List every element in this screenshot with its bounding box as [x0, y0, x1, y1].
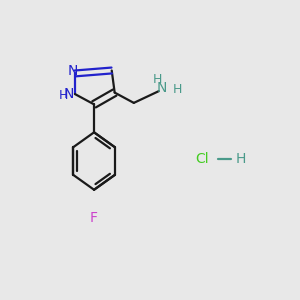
Text: F: F	[90, 211, 98, 225]
Text: H: H	[59, 89, 68, 102]
Text: N: N	[68, 64, 78, 78]
Text: H: H	[172, 83, 182, 96]
Text: Cl: Cl	[195, 152, 209, 166]
Text: N: N	[63, 87, 74, 101]
Text: H: H	[236, 152, 246, 166]
Text: H: H	[153, 74, 162, 86]
Text: N: N	[157, 81, 167, 95]
